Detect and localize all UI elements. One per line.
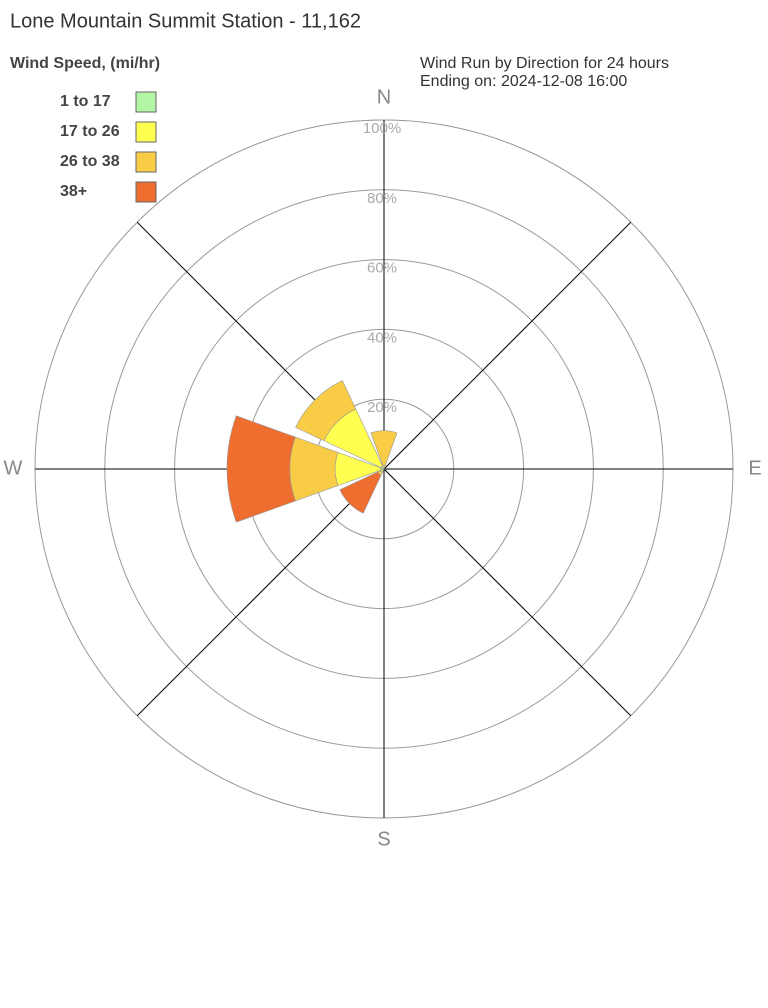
chart-title: Lone Mountain Summit Station - 11,162: [10, 10, 361, 32]
direction-label: S: [377, 828, 390, 850]
wedge: [339, 471, 382, 514]
r-tick-label: 80%: [367, 190, 397, 207]
r-tick-label: 60%: [367, 260, 397, 277]
wedge: [289, 436, 339, 502]
legend-label: 17 to 26: [60, 123, 120, 140]
r-tick-label: 20%: [367, 399, 397, 416]
legend-label: 38+: [60, 183, 87, 200]
subtitle: Wind Run by Direction for 24 hours: [420, 55, 669, 72]
direction-label: W: [4, 457, 23, 479]
direction-label: E: [748, 457, 761, 479]
legend-swatch: [135, 151, 157, 173]
direction-label: N: [377, 86, 391, 108]
r-tick-label: 100%: [363, 120, 401, 137]
wedge: [226, 415, 296, 523]
legend-swatch: [135, 181, 157, 203]
wedge: [370, 430, 398, 467]
r-tick-label: 40%: [367, 329, 397, 346]
legend-label: 1 to 17: [60, 93, 111, 110]
legend-label: 26 to 38: [60, 153, 120, 170]
legend-swatch: [135, 121, 157, 143]
wedge: [295, 380, 357, 442]
subtitle: Ending on: 2024-12-08 16:00: [420, 73, 627, 90]
legend-swatch: [135, 91, 157, 113]
legend-title: Wind Speed, (mi/hr): [10, 55, 160, 72]
